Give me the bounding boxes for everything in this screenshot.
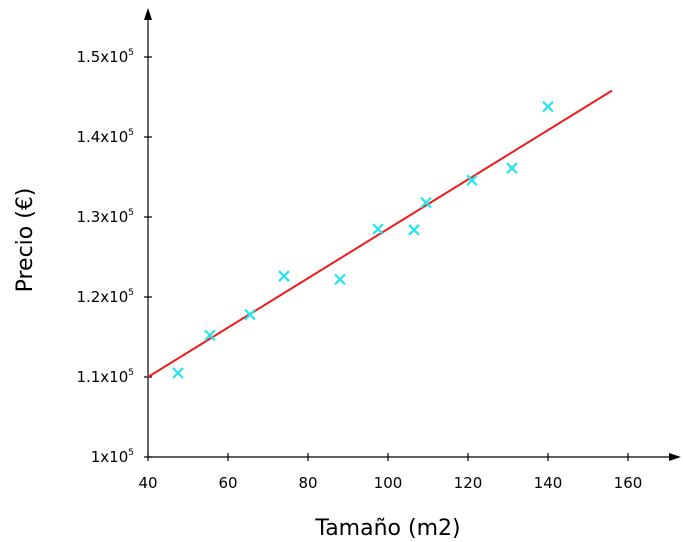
- x-tick-label: 160: [614, 474, 643, 492]
- y-tick-exponent: 5: [128, 368, 134, 378]
- y-tick-mantissa: 1.3x10: [76, 208, 128, 226]
- data-points: [172, 100, 554, 379]
- y-tick-mantissa: 1.2x10: [76, 288, 128, 306]
- y-tick-label: 1.1x105: [76, 368, 134, 386]
- y-tick-mantissa: 1.4x10: [76, 128, 128, 146]
- y-tick-label: 1.5x105: [76, 48, 134, 66]
- data-point-x-marker: [420, 196, 432, 209]
- y-tick-mantissa: 1.1x10: [76, 368, 128, 386]
- x-axis-label: Tamaño (m2): [314, 516, 460, 541]
- data-point-x-marker: [466, 174, 478, 186]
- data-point-x-marker: [172, 367, 184, 379]
- x-tick-label: 120: [454, 474, 483, 492]
- data-point-x-marker: [372, 223, 384, 235]
- y-tick-mantissa: 1x10: [91, 448, 129, 466]
- x-ticks: 40 60 80 100 120 140 160: [138, 453, 642, 492]
- y-tick-label: 1.2x105: [76, 288, 134, 306]
- x-tick-label: 100: [374, 474, 403, 492]
- y-tick-label: 1.4x105: [76, 128, 134, 146]
- y-tick-exponent: 5: [128, 208, 134, 218]
- y-tick-exponent: 5: [128, 448, 134, 458]
- axes: [144, 8, 681, 461]
- data-point-x-marker: [244, 308, 256, 321]
- data-point-x-marker: [334, 273, 346, 286]
- x-tick-label: 60: [218, 474, 237, 492]
- y-tick-exponent: 5: [128, 288, 134, 298]
- x-tick-label: 140: [534, 474, 563, 492]
- y-tick-exponent: 5: [128, 128, 134, 138]
- data-point-x-marker: [408, 224, 420, 236]
- x-tick-label: 40: [138, 474, 157, 492]
- data-point-x-marker: [542, 100, 554, 113]
- x-tick-label: 80: [298, 474, 317, 492]
- y-axis-arrow: [144, 8, 152, 20]
- y-tick-label: 1.3x105: [76, 208, 134, 226]
- y-tick-label: 1x105: [91, 448, 134, 466]
- regression-line: [147, 89, 613, 378]
- y-tick-mantissa: 1.5x10: [76, 48, 128, 66]
- data-point-x-marker: [278, 270, 290, 282]
- y-tick-exponent: 5: [128, 48, 134, 58]
- x-axis-arrow: [669, 453, 681, 461]
- y-axis-label: Precio (€): [13, 188, 38, 293]
- fit-lines: [147, 89, 613, 378]
- data-point-x-marker: [506, 162, 518, 174]
- data-point-x-marker: [204, 329, 216, 342]
